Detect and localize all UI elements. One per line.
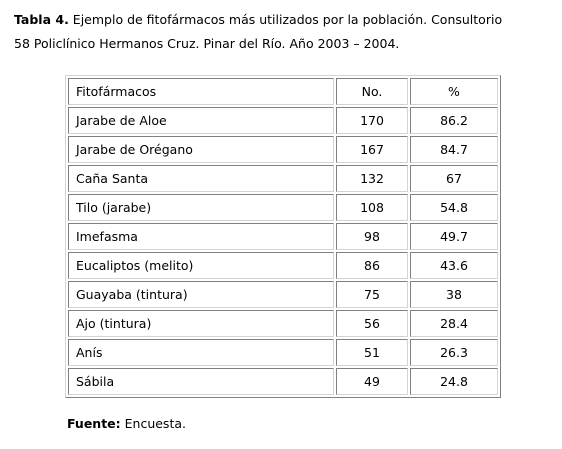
cell-name: Jarabe de Orégano <box>68 136 334 163</box>
cell-name: Imefasma <box>68 223 334 250</box>
cell-name: Tilo (jarabe) <box>68 194 334 221</box>
table-row: Imefasma 98 49.7 <box>68 223 498 250</box>
cell-percent: 67 <box>410 165 498 192</box>
table-row: Guayaba (tintura) 75 38 <box>68 281 498 308</box>
cell-name: Eucaliptos (melito) <box>68 252 334 279</box>
cell-name: Caña Santa <box>68 165 334 192</box>
table-container: Fitofármacos No.% Jarabe de Aloe 170 86.2 Jar… <box>65 75 501 398</box>
cell-count: 49 <box>336 368 408 395</box>
table-row: Caña Santa 132 67 <box>68 165 498 192</box>
table-row: Sábila 49 24.8 <box>68 368 498 395</box>
cell-count: 108 <box>336 194 408 221</box>
header-percent: % <box>410 78 498 105</box>
cell-name: Jarabe de Aloe <box>68 107 334 134</box>
cell-count: 56 <box>336 310 408 337</box>
table-body: Fitofármacos No.% Jarabe de Aloe 170 86.2 Jar… <box>68 78 498 395</box>
header-name: Fitofármacos <box>68 78 334 105</box>
cell-percent: 43.6 <box>410 252 498 279</box>
cell-percent: 86.2 <box>410 107 498 134</box>
cell-percent: 28.4 <box>410 310 498 337</box>
cell-count: 75 <box>336 281 408 308</box>
cell-name: Guayaba (tintura) <box>68 281 334 308</box>
source-label: Fuente: <box>67 416 121 431</box>
cell-percent: 38 <box>410 281 498 308</box>
cell-name: Ajo (tintura) <box>68 310 334 337</box>
table-row: Tilo (jarabe) 108 54.8 <box>68 194 498 221</box>
table-row: Jarabe de Orégano 167 84.7 <box>68 136 498 163</box>
cell-count: 86 <box>336 252 408 279</box>
cell-count: 98 <box>336 223 408 250</box>
table-row: Jarabe de Aloe 170 86.2 <box>68 107 498 134</box>
cell-count: 132 <box>336 165 408 192</box>
caption-text-line1: Ejemplo de fitofármacos más utilizados p… <box>68 12 503 27</box>
cell-count: 51 <box>336 339 408 366</box>
cell-percent: 49.7 <box>410 223 498 250</box>
cell-percent: 26.3 <box>410 339 498 366</box>
cell-count: 170 <box>336 107 408 134</box>
header-count: No. <box>336 78 408 105</box>
cell-name: Anís <box>68 339 334 366</box>
cell-percent: 54.8 <box>410 194 498 221</box>
table-row: Ajo (tintura) 56 28.4 <box>68 310 498 337</box>
source-text: Encuesta. <box>120 416 186 431</box>
table-source: Fuente: Encuesta. <box>67 416 186 431</box>
caption-text-line2: 58 Policlínico Hermanos Cruz. Pinar del … <box>14 36 400 51</box>
phytodrug-table: Fitofármacos No.% Jarabe de Aloe 170 86.2 Jar… <box>65 75 501 398</box>
table-row: Eucaliptos (melito) 86 43.6 <box>68 252 498 279</box>
cell-percent: 24.8 <box>410 368 498 395</box>
table-row: Anís 51 26.3 <box>68 339 498 366</box>
cell-count: 167 <box>336 136 408 163</box>
cell-name: Sábila <box>68 368 334 395</box>
table-caption: Tabla 4. Ejemplo de fitofármacos más uti… <box>14 8 554 56</box>
table-number: Tabla 4. <box>14 12 69 27</box>
cell-percent: 84.7 <box>410 136 498 163</box>
table-header-row: Fitofármacos No.% <box>68 78 498 105</box>
